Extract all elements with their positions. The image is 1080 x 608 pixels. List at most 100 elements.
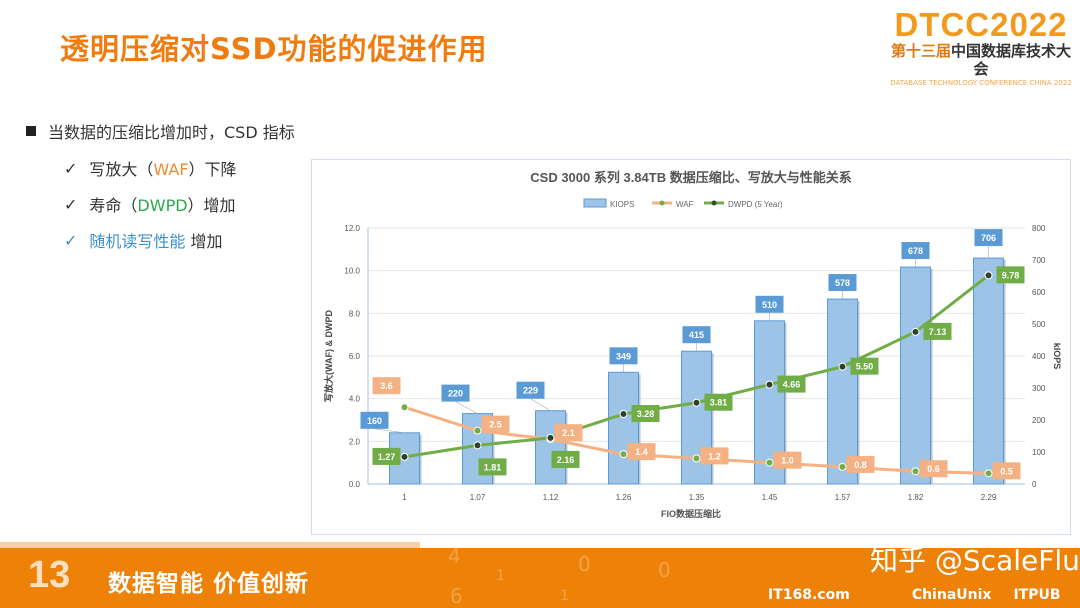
text: 写放大（ bbox=[89, 160, 154, 179]
dwpd-marker bbox=[911, 327, 920, 336]
waf-label-bg bbox=[992, 462, 1021, 480]
watermark: 知乎 @ScaleFlux bbox=[870, 544, 1080, 577]
x-tick-label: 1.35 bbox=[689, 493, 705, 502]
y-tick-label: 10.0 bbox=[344, 267, 360, 276]
x-tick-label: 1.12 bbox=[543, 493, 559, 502]
dwpd-label-bg bbox=[704, 393, 733, 411]
y2-tick-label: 200 bbox=[1032, 416, 1046, 425]
waf-label: 0.6 bbox=[927, 464, 940, 474]
legend-label: WAF bbox=[676, 200, 694, 209]
kiops-label-bg bbox=[901, 242, 930, 260]
logo-english: DATABASE TECHNOLOGY CONFERENCE CHINA 202… bbox=[890, 79, 1072, 87]
dwpd-label: 3.28 bbox=[637, 409, 655, 419]
text: ）增加 bbox=[187, 196, 236, 215]
waf-label-bg bbox=[846, 455, 875, 473]
waf-label: 1.2 bbox=[708, 451, 721, 461]
sponsor-logo: IT168.com bbox=[768, 587, 850, 603]
footer-fade bbox=[0, 542, 420, 548]
dwpd-label-bg bbox=[631, 405, 660, 423]
waf-label: 0.8 bbox=[854, 460, 867, 470]
dwpd-marker bbox=[692, 398, 701, 407]
y2-axis-title: kIOPS bbox=[1052, 343, 1062, 370]
waf-marker bbox=[911, 467, 920, 476]
y-tick-label: 0.0 bbox=[349, 480, 361, 489]
waf-marker bbox=[838, 462, 847, 471]
check-icon: ✓ bbox=[64, 230, 78, 250]
kiops-label: 578 bbox=[835, 278, 850, 288]
perf-keyword: 随机读写性能 bbox=[89, 232, 186, 251]
chart-panel: CSD 3000 系列 3.84TB 数据压缩比、写放大与性能关系 KIOPS WA… bbox=[311, 159, 1071, 535]
y2-tick-label: 600 bbox=[1032, 288, 1046, 297]
text: 寿命（ bbox=[89, 196, 138, 215]
kiops-label: 706 bbox=[981, 233, 996, 243]
y-tick-label: 4.0 bbox=[349, 395, 361, 404]
waf-label-bg bbox=[627, 443, 656, 461]
kiops-label: 510 bbox=[762, 300, 777, 310]
dwpd-label-bg bbox=[478, 458, 507, 476]
waf-marker bbox=[984, 469, 993, 478]
dwpd-label: 5.50 bbox=[856, 362, 874, 372]
bg-digit: 4 bbox=[448, 544, 461, 568]
waf-label-bg bbox=[773, 451, 802, 469]
bar-kiops bbox=[973, 257, 1004, 485]
chart-title: CSD 3000 系列 3.84TB 数据压缩比、写放大与性能关系 bbox=[530, 170, 851, 185]
waf-marker bbox=[619, 450, 628, 459]
dwpd-label-bg bbox=[923, 322, 952, 340]
dwpd-label-bg bbox=[996, 266, 1025, 284]
waf-label: 0.5 bbox=[1000, 466, 1013, 476]
kiops-label: 160 bbox=[367, 416, 382, 426]
legend-label: KIOPS bbox=[610, 200, 634, 209]
bullet-waf: 写放大（WAF）下降 bbox=[89, 156, 236, 180]
legend-label: DWPD (5 Year) bbox=[728, 200, 783, 209]
waf-keyword: WAF bbox=[153, 160, 189, 179]
dwpd-label: 1.81 bbox=[484, 462, 502, 472]
waf-marker bbox=[692, 454, 701, 463]
kiops-label-bg bbox=[755, 295, 784, 313]
dwpd-marker bbox=[838, 362, 847, 371]
sponsor-logos: IT168.com ChinaUnix ITPUB bbox=[768, 586, 1061, 604]
dtcc-logo: DTCC2022 第十三届中国数据库技术大会 DATABASE TECHNOLO… bbox=[888, 8, 1074, 88]
x-tick-label: 1 bbox=[402, 493, 407, 502]
waf-label-bg bbox=[481, 415, 510, 433]
dwpd-label-bg bbox=[372, 447, 401, 465]
legend-marker bbox=[711, 200, 717, 206]
dwpd-marker bbox=[765, 380, 774, 389]
y-axis-title: 写放大(WAF) & DWPD bbox=[323, 310, 334, 402]
waf-label-bg bbox=[554, 424, 583, 442]
dwpd-label: 9.78 bbox=[1002, 270, 1020, 280]
bar-kiops bbox=[535, 410, 566, 485]
dwpd-label-bg bbox=[850, 357, 879, 375]
dwpd-marker bbox=[473, 441, 482, 450]
dwpd-label: 4.66 bbox=[783, 380, 801, 390]
kiops-label-bg bbox=[516, 381, 545, 399]
dwpd-label: 7.13 bbox=[929, 327, 947, 337]
y-tick-label: 8.0 bbox=[349, 309, 361, 318]
waf-label: 2.1 bbox=[562, 428, 575, 438]
bar-kiops bbox=[608, 371, 639, 485]
page-title: 透明压缩对SSD功能的促进作用 bbox=[60, 32, 488, 66]
combo-chart: CSD 3000 系列 3.84TB 数据压缩比、写放大与性能关系 KIOPS WA… bbox=[323, 170, 1062, 519]
check-icon: ✓ bbox=[64, 194, 78, 214]
text: ）下降 bbox=[188, 160, 237, 179]
dwpd-label-bg bbox=[777, 375, 806, 393]
dwpd-marker bbox=[546, 433, 555, 442]
y-tick-label: 2.0 bbox=[349, 437, 361, 446]
bullet-main: 当数据的压缩比增加时，CSD 指标 bbox=[48, 123, 295, 142]
bg-digit: 0 bbox=[658, 558, 671, 582]
bar-kiops bbox=[827, 298, 858, 485]
sponsor-logo: ITPUB bbox=[1013, 587, 1061, 603]
kiops-label-bg bbox=[360, 411, 389, 429]
slogan: 数据智能 价值创新 bbox=[108, 571, 310, 597]
waf-marker bbox=[473, 426, 482, 435]
leader-line bbox=[530, 398, 551, 411]
bullet-list: 当数据的压缩比增加时，CSD 指标 ✓ 写放大（WAF）下降 ✓ 寿命（DWPD）增… bbox=[26, 120, 295, 258]
kiops-label-bg bbox=[682, 326, 711, 344]
x-tick-label: 1.82 bbox=[908, 493, 924, 502]
logo-edition: 第十三届 bbox=[890, 42, 951, 60]
kiops-label-bg bbox=[441, 384, 470, 402]
edition-logo: 13 bbox=[28, 554, 71, 596]
waf-label-bg bbox=[919, 460, 948, 478]
bullet-perf: 随机读写性能 增加 bbox=[89, 228, 222, 252]
bg-digit: 0 bbox=[578, 552, 591, 576]
waf-marker bbox=[765, 458, 774, 467]
